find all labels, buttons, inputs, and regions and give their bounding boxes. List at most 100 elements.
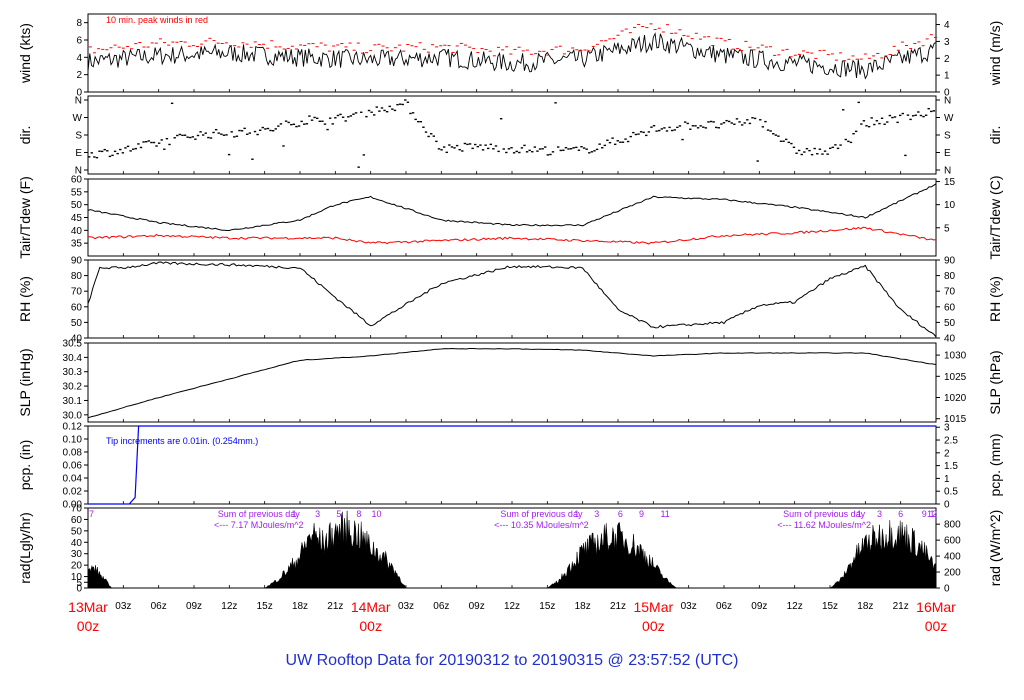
rad-left-tick-label: 70 (71, 504, 83, 515)
rh-left-tick-label: 80 (71, 271, 83, 282)
x-hour-tick-label: 09z (469, 601, 485, 612)
rad-right-tick-label: 600 (944, 536, 961, 547)
x-day-label-date: 13Mar (68, 599, 108, 615)
wind-ylabel: wind (kts) (17, 23, 33, 84)
pcp-ylabel: pcp. (in) (17, 440, 33, 491)
pcp-right-tick-label: 2.5 (944, 436, 958, 447)
wind-left-tick-label: 0 (76, 88, 82, 99)
slp-right-tick-label: 1015 (944, 414, 967, 425)
x-hour-tick-label: 06z (433, 601, 449, 612)
slp-ylabel: SLP (inHg) (17, 348, 33, 416)
dir-right-tick-label: N (944, 166, 951, 177)
rad-hour-mark: 3 (315, 509, 320, 519)
x-day-label-date: 15Mar (633, 599, 673, 615)
rad-hour-mark: 1 (857, 509, 862, 519)
dir-points (87, 99, 936, 168)
pcp-right-tick-label: 2 (944, 448, 950, 459)
wind-right-tick-label: 3 (944, 37, 950, 48)
temp-left-tick-label: 60 (71, 175, 83, 186)
rad-ylabel-right: rad (W/m^2) (987, 510, 1003, 587)
wind-left-tick-label: 6 (76, 36, 82, 47)
rad-right-tick-label: 800 (944, 520, 961, 531)
temp-left-tick-label: 35 (71, 239, 83, 250)
rad-hour-mark: 1 (292, 509, 297, 519)
dir-left-tick-label: S (75, 131, 82, 142)
x-hour-tick-label: 21z (327, 601, 343, 612)
rad-left-tick-label: 20 (71, 561, 83, 572)
x-hour-tick-label: 06z (151, 601, 167, 612)
rad-hour-mark: 6 (898, 509, 903, 519)
rh-panel-frame (87, 259, 937, 339)
pcp-left-tick-label: 0.02 (63, 487, 83, 498)
rad-hour-mark: 1 (929, 509, 934, 519)
pcp-right-tick-label: 0.5 (944, 487, 958, 498)
rad-note-title: Sum of previous day (218, 509, 301, 519)
wind-left-tick-label: 8 (76, 18, 82, 29)
pcp-left-tick-label: 0.00 (63, 500, 83, 511)
x-hour-tick-label: 12z (787, 601, 803, 612)
temp-ylabel: Tair/Tdew (F) (17, 176, 33, 258)
pcp-left-tick-label: 0.04 (63, 474, 83, 485)
rh-right-tick-label: 50 (944, 318, 956, 329)
rh-left-tick-label: 90 (71, 256, 83, 267)
wind-right-tick-label: 0 (944, 88, 950, 99)
pcp-annotation: Tip increments are 0.01in. (0.254mm.) (106, 436, 258, 446)
wind-panel-frame (87, 13, 937, 93)
rh-right-tick-label: 70 (944, 287, 956, 298)
rh-right-tick-label: 80 (944, 271, 956, 282)
temp-right-tick-label: 15 (944, 177, 956, 188)
pcp-left-tick-label: 0.06 (63, 461, 83, 472)
temp-left-tick-label: 45 (71, 213, 83, 224)
dir-ylabel-right: dir. (987, 126, 1003, 145)
slp-left-tick-label: 30.0 (63, 410, 83, 421)
wind-left-tick-label: 2 (76, 70, 82, 81)
x-hour-tick-label: 15z (822, 601, 838, 612)
rad-hour-mark: 12 (927, 509, 937, 519)
rh-left-tick-label: 40 (71, 334, 83, 345)
rh-left-tick-label: 60 (71, 302, 83, 313)
rh-ylabel-right: RH (%) (987, 276, 1003, 322)
wind-speed-line (87, 32, 937, 80)
x-hour-tick-label: 03z (681, 601, 697, 612)
rad-note-value: <--- 10.35 MJoules/m^2 (494, 520, 589, 530)
slp-right-tick-label: 1030 (944, 351, 967, 362)
x-hour-tick-label: 09z (186, 601, 202, 612)
chart-title: UW Rooftop Data for 20190312 to 20190315… (286, 652, 739, 669)
pcp-right-tick-label: 3 (944, 423, 950, 434)
slp-left-tick-label: 30.1 (63, 396, 83, 407)
x-day-label-hour: 00z (925, 618, 948, 634)
rh-line (87, 261, 937, 338)
slp-line (87, 347, 937, 419)
x-hour-tick-label: 21z (893, 601, 909, 612)
dir-panel-frame (87, 95, 937, 175)
rad-left-tick-label: 30 (71, 549, 83, 560)
temp-left-tick-label: 40 (71, 226, 83, 237)
rh-right-tick-label: 60 (944, 302, 956, 313)
rad-left-tick-label: 5 (76, 578, 82, 589)
rad-note-value: <--- 7.17 MJoules/m^2 (214, 520, 304, 530)
rad-hour-mark: 6 (618, 509, 623, 519)
temp-ylabel-right: Tair/Tdew (C) (987, 175, 1003, 259)
pcp-right-tick-label: 1 (944, 474, 950, 485)
rad-hour-mark: 9 (922, 509, 927, 519)
wind-annotation: 10 min. peak winds in red (106, 15, 208, 25)
slp-right-tick-label: 1025 (944, 372, 967, 383)
rad-area (87, 510, 937, 589)
x-hour-tick-label: 12z (221, 601, 237, 612)
x-day-label-date: 14Mar (351, 599, 391, 615)
dir-left-tick-label: N (75, 96, 82, 107)
air-temp-line (87, 183, 937, 231)
rad-left-tick-label: 50 (71, 526, 83, 537)
x-hour-tick-label: 12z (504, 601, 520, 612)
rh-right-tick-label: 40 (944, 334, 956, 345)
rad-hour-mark: 1 (574, 509, 579, 519)
x-hour-tick-label: 06z (716, 601, 732, 612)
x-hour-tick-label: 18z (575, 601, 591, 612)
pcp-line (88, 425, 936, 505)
rad-right-tick-label: 200 (944, 568, 961, 579)
dir-right-tick-label: S (944, 131, 951, 142)
rad-note-title: Sum of previous day (500, 509, 583, 519)
wind-peak-markers (88, 23, 937, 62)
